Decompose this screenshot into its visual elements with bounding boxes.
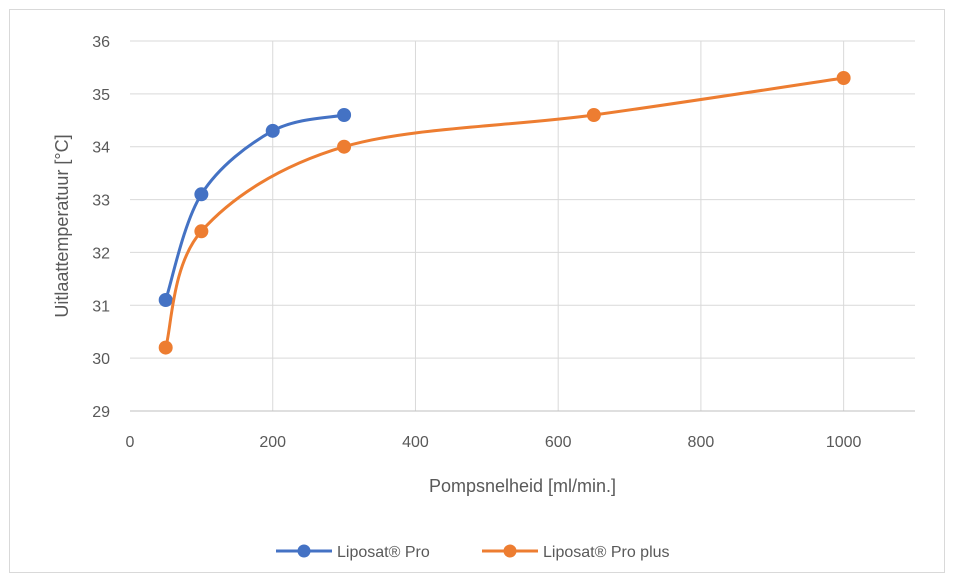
data-point xyxy=(586,108,601,122)
legend: Liposat® Pro Liposat® Pro plus xyxy=(276,544,670,561)
series-group xyxy=(158,71,851,355)
x-tick-label: 1000 xyxy=(826,434,862,451)
y-tick-label: 29 xyxy=(92,404,110,421)
x-axis-title: Pompsnelheid [ml/min.] xyxy=(429,476,616,496)
chart-area xyxy=(9,9,945,573)
data-point xyxy=(836,71,851,85)
x-tick-label: 400 xyxy=(402,434,429,451)
y-tick-label: 33 xyxy=(92,193,110,210)
y-tick-label: 34 xyxy=(92,140,110,157)
x-tick-label: 200 xyxy=(259,434,286,451)
data-point xyxy=(158,340,173,355)
legend-label-2: Liposat® Pro plus xyxy=(543,544,670,561)
y-axis-title: Uitlaattemperatuur [°C] xyxy=(52,134,72,317)
y-tick-label: 36 xyxy=(92,34,110,51)
legend-marker-2 xyxy=(503,544,517,558)
x-tick-label: 800 xyxy=(688,434,715,451)
data-point xyxy=(337,108,352,122)
y-tick-label: 30 xyxy=(92,351,110,368)
data-point xyxy=(158,293,173,307)
x-axis-ticks: 0 200 400 600 800 1000 xyxy=(126,434,862,451)
legend-label-1: Liposat® Pro xyxy=(337,544,430,561)
y-axis-ticks: 29 30 31 32 33 34 35 36 xyxy=(92,34,110,421)
series-line-1 xyxy=(164,113,346,302)
data-point xyxy=(265,123,280,138)
y-tick-label: 35 xyxy=(92,87,110,104)
y-tick-label: 31 xyxy=(92,298,110,315)
data-point xyxy=(337,139,352,154)
y-tick-label: 32 xyxy=(92,245,110,262)
data-point xyxy=(194,187,209,202)
legend-marker-1 xyxy=(297,544,311,558)
gridlines xyxy=(130,40,915,411)
series-line-2 xyxy=(164,76,846,350)
x-tick-label: 0 xyxy=(126,434,135,451)
x-tick-label: 600 xyxy=(545,434,572,451)
data-point xyxy=(194,224,209,239)
